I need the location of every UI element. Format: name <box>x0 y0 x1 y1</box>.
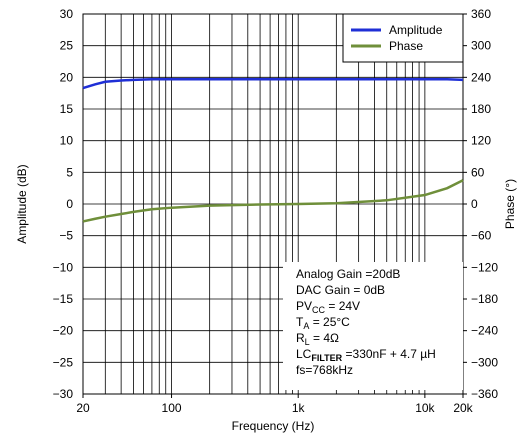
y2-tick-label: −120 <box>471 260 498 274</box>
y-tick-label: −20 <box>53 324 74 338</box>
series-line <box>82 77 464 90</box>
plot-frame <box>82 13 464 395</box>
x-tick-label: 1k <box>292 401 306 415</box>
y2-tick-label: 360 <box>471 7 491 21</box>
x-axis-label: Frequency (Hz) <box>232 419 315 433</box>
y-tick-label: −10 <box>53 260 74 274</box>
annotation-box <box>283 262 463 390</box>
annotation-text: PV <box>296 299 312 313</box>
y-tick-label: −15 <box>53 292 74 306</box>
x-tick-label: 20k <box>453 401 473 415</box>
annotation-text: DAC Gain = 0dB <box>296 283 385 297</box>
annotation-subscript: L <box>305 337 310 347</box>
y-tick-label: −30 <box>53 387 74 401</box>
y2-axis-label: Phase (°) <box>503 179 517 229</box>
y-axis-label: Amplitude (dB) <box>15 164 29 243</box>
annotation-line: DAC Gain = 0dB <box>296 283 385 297</box>
annotation-text: = 4Ω <box>310 331 339 345</box>
y2-tick-label: 60 <box>471 165 485 179</box>
annotation-line: Analog Gain =20dB <box>296 267 400 281</box>
y2-tick-label: 0 <box>471 197 478 211</box>
y2-tick-label: 120 <box>471 134 491 148</box>
y2-tick-label: −300 <box>471 355 498 369</box>
annotation-line: PVCC = 24V <box>296 299 360 315</box>
annotation-text: LC <box>296 347 312 361</box>
annotation-subscript: CC <box>312 305 325 315</box>
y2-tick-label: −180 <box>471 292 498 306</box>
y-tick-label: −25 <box>53 355 74 369</box>
legend-label: Phase <box>389 39 423 53</box>
annotation-text: fs=768kHz <box>296 363 353 377</box>
y-tick-label: 30 <box>60 7 74 21</box>
annotation-text: = 24V <box>325 299 360 313</box>
x-tick-label: 10k <box>415 401 435 415</box>
legend-label: Amplitude <box>389 23 443 37</box>
y-tick-label: 15 <box>60 102 74 116</box>
annotation-text: R <box>296 331 305 345</box>
x-tick-label: 20 <box>76 401 90 415</box>
annotation-line: TA = 25°C <box>296 315 350 331</box>
legend-box <box>342 13 464 63</box>
annotation-subscript: FILTER <box>311 353 342 363</box>
y-tick-label: −5 <box>59 229 73 243</box>
y2-tick-label: 240 <box>471 70 491 84</box>
y2-tick-label: 180 <box>471 102 491 116</box>
annotation-text: =330nF + 4.7 µH <box>342 347 436 361</box>
annotation-line: fs=768kHz <box>296 363 353 377</box>
annotation-subscript: A <box>303 321 309 331</box>
annotation-line: RL = 4Ω <box>296 331 339 347</box>
y-tick-label: 10 <box>60 134 74 148</box>
y2-tick-label: 300 <box>471 39 491 53</box>
y-tick-label: 20 <box>60 70 74 84</box>
annotation-text: T <box>296 315 304 329</box>
y2-tick-label: −240 <box>471 324 498 338</box>
y2-tick-label: −360 <box>471 387 498 401</box>
annotation-text: = 25°C <box>309 315 350 329</box>
y2-tick-label: −60 <box>471 229 492 243</box>
series-line <box>82 179 464 223</box>
annotation-text: Analog Gain =20dB <box>296 267 400 281</box>
y-tick-label: 5 <box>66 165 73 179</box>
y-tick-label: 0 <box>66 197 73 211</box>
y-tick-label: 25 <box>60 39 74 53</box>
annotation-line: LCFILTER =330nF + 4.7 µH <box>296 347 436 363</box>
x-tick-label: 100 <box>162 401 182 415</box>
